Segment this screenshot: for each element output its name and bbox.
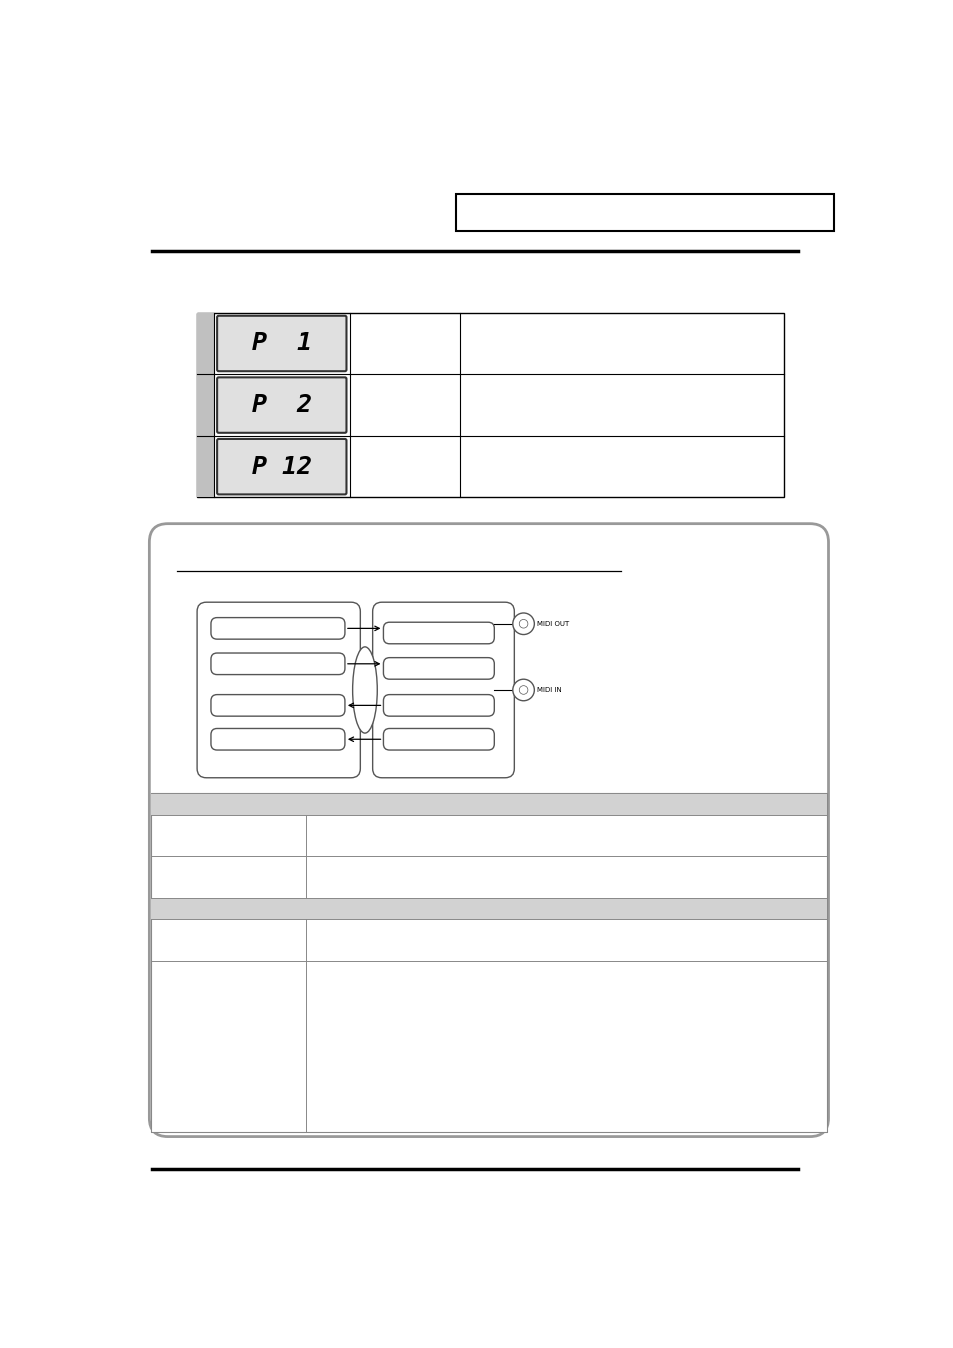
Text: MIDI OUT: MIDI OUT [537, 621, 569, 627]
FancyBboxPatch shape [197, 313, 783, 497]
FancyBboxPatch shape [217, 377, 346, 433]
Text: P 12: P 12 [252, 454, 312, 479]
FancyBboxPatch shape [383, 728, 494, 749]
FancyBboxPatch shape [151, 793, 826, 1132]
FancyBboxPatch shape [197, 313, 213, 375]
Text: P  1: P 1 [252, 332, 312, 356]
FancyBboxPatch shape [211, 617, 345, 639]
Circle shape [513, 679, 534, 701]
FancyBboxPatch shape [151, 898, 826, 919]
Circle shape [513, 613, 534, 635]
FancyBboxPatch shape [383, 658, 494, 679]
Ellipse shape [353, 647, 376, 733]
FancyBboxPatch shape [150, 523, 827, 1136]
FancyBboxPatch shape [373, 603, 514, 778]
FancyBboxPatch shape [217, 315, 346, 371]
FancyBboxPatch shape [211, 728, 345, 749]
FancyBboxPatch shape [151, 793, 826, 814]
FancyBboxPatch shape [197, 603, 360, 778]
FancyBboxPatch shape [211, 652, 345, 674]
FancyBboxPatch shape [383, 623, 494, 644]
FancyBboxPatch shape [197, 375, 213, 435]
FancyBboxPatch shape [456, 194, 833, 231]
Text: MIDI IN: MIDI IN [537, 687, 561, 693]
Circle shape [518, 620, 527, 628]
Text: P  2: P 2 [252, 394, 312, 417]
FancyBboxPatch shape [217, 439, 346, 495]
FancyBboxPatch shape [211, 694, 345, 716]
FancyBboxPatch shape [197, 435, 213, 497]
Circle shape [518, 686, 527, 694]
FancyBboxPatch shape [383, 694, 494, 716]
